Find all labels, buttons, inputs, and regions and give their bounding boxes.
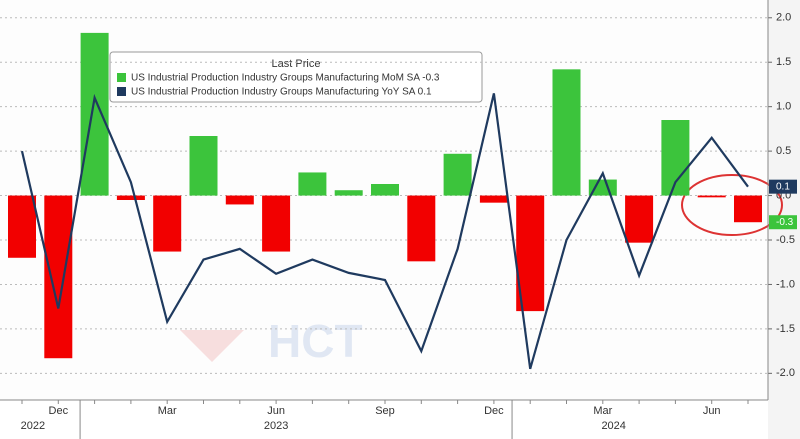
bar bbox=[44, 195, 73, 359]
legend-label: US Industrial Production Industry Groups… bbox=[131, 73, 440, 84]
bar bbox=[298, 172, 327, 196]
legend-title: Last Price bbox=[272, 58, 321, 70]
last-value-badge bbox=[769, 215, 797, 230]
bar bbox=[8, 195, 36, 258]
last-value-label: 0.1 bbox=[776, 181, 790, 192]
x-year-label: 2024 bbox=[601, 420, 625, 432]
x-tick-label: Jun bbox=[703, 405, 721, 417]
x-year-label: 2023 bbox=[264, 420, 288, 432]
legend-box bbox=[109, 51, 483, 103]
y-tick-label: 0.5 bbox=[776, 145, 791, 157]
y-tick-label: 1.5 bbox=[776, 56, 791, 68]
y-tick-label: -1.0 bbox=[776, 278, 795, 290]
legend-swatch bbox=[117, 87, 126, 96]
bar bbox=[625, 195, 654, 243]
bar bbox=[479, 195, 508, 203]
x-year-label: 2022 bbox=[21, 420, 45, 432]
bar bbox=[407, 195, 436, 262]
watermark: HCT bbox=[268, 315, 363, 367]
bar bbox=[80, 32, 109, 196]
bar bbox=[371, 184, 399, 196]
last-value-label: -0.3 bbox=[776, 217, 794, 228]
x-tick-label: Jun bbox=[267, 405, 285, 417]
bar bbox=[116, 195, 145, 200]
bar bbox=[734, 195, 762, 223]
x-tick-label: Dec bbox=[49, 405, 69, 417]
bar bbox=[262, 195, 291, 252]
y-tick-label: -1.5 bbox=[776, 323, 795, 335]
legend: Last Price US Industrial Production Indu… bbox=[109, 51, 483, 103]
x-tick-label: Sep bbox=[375, 405, 395, 417]
y-tick-label: -0.5 bbox=[776, 234, 795, 246]
legend-swatch bbox=[117, 73, 126, 82]
bar bbox=[189, 136, 218, 196]
legend-label: US Industrial Production Industry Groups… bbox=[131, 87, 432, 98]
bar bbox=[552, 69, 581, 196]
watermark-logo bbox=[180, 330, 244, 362]
y-tick-label: 2.0 bbox=[776, 12, 791, 24]
bar bbox=[334, 190, 363, 196]
x-tick-label: Mar bbox=[158, 405, 177, 417]
bar bbox=[697, 195, 726, 198]
last-value-badge bbox=[769, 179, 797, 194]
x-tick-label: Dec bbox=[484, 405, 504, 417]
x-tick-label: Mar bbox=[593, 405, 612, 417]
highlight-ellipse bbox=[681, 174, 783, 236]
line bbox=[20, 93, 749, 370]
y-tick-label: -2.0 bbox=[776, 367, 795, 379]
y-tick-label: 1.0 bbox=[776, 101, 791, 113]
bar bbox=[225, 195, 254, 205]
bar bbox=[443, 153, 472, 196]
bar bbox=[153, 195, 182, 252]
